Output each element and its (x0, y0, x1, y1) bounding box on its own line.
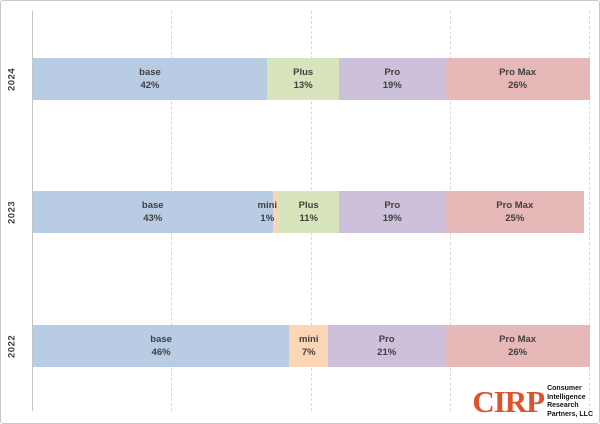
cirp-logo-wordmark: CIRP (472, 384, 545, 420)
bar-segment-pro: Pro 21% (328, 325, 446, 367)
bar-segment-base: base 42% (33, 58, 267, 100)
bar-segment-pro: Pro 19% (339, 58, 446, 100)
bar-segment-pro: Pro 19% (339, 191, 446, 233)
bar-segment-mini: mini 1% (258, 191, 279, 233)
segment-label: Plus 11% (298, 200, 319, 224)
bar-segment-base: base 43% (33, 191, 273, 233)
segment-label: Pro 19% (382, 200, 402, 224)
gridline-100pct (589, 11, 590, 411)
axis-year-label-2022: 2022 (6, 334, 18, 358)
segment-label: base 46% (150, 334, 172, 358)
segment-label: Pro Max 25% (496, 200, 534, 224)
bar-segment-base: base 46% (33, 325, 290, 367)
logo-line-4: Partners, LLC (547, 410, 593, 418)
segment-label: Pro Max 26% (499, 67, 537, 91)
logo-line-1: Consumer (547, 385, 582, 392)
axis-year-label-2023: 2023 (6, 200, 18, 224)
logo-line-2: Intelligence (547, 393, 586, 401)
segment-label: Pro Max 26% (499, 334, 537, 358)
segment-label: mini 1% (257, 200, 278, 224)
bar-segment-plus: Plus 11% (278, 191, 340, 233)
bar-row-2024: base 42% Plus 13% Pro 19% Pro Max 26% (33, 58, 590, 100)
bar-segment-pro-max: Pro Max 26% (445, 58, 590, 100)
cirp-logo: CIRP Consumer Intelligence Research Part… (472, 385, 593, 419)
bar-segment-plus: Plus 13% (266, 58, 340, 100)
bar-row-2023: base 43% mini 1% Plus 11% Pro 19% Pro Max 25% (33, 191, 590, 233)
bar-segment-pro-max: Pro Max 26% (445, 325, 590, 367)
segment-label: mini 7% (298, 334, 319, 358)
bar-segment-pro-max: Pro Max 25% (445, 191, 585, 233)
segment-label: base 43% (141, 200, 164, 224)
logo-line-3: Research (547, 402, 579, 409)
bar-segment-mini: mini 7% (289, 325, 329, 367)
cirp-logo-company-name: Consumer Intelligence Research Partners,… (547, 385, 593, 419)
segment-label: Plus 13% (293, 67, 314, 91)
segment-label: Pro 19% (382, 67, 402, 91)
segment-label: Pro 21% (377, 334, 397, 358)
bar-row-2022: base 46% mini 7% Pro 21% Pro Max 26% (33, 325, 590, 367)
plot-area: base 42% Plus 13% Pro 19% Pro Max 26% base 43% min… (32, 11, 590, 411)
axis-year-label-2024: 2024 (6, 67, 18, 91)
segment-label: base 42% (139, 67, 161, 91)
